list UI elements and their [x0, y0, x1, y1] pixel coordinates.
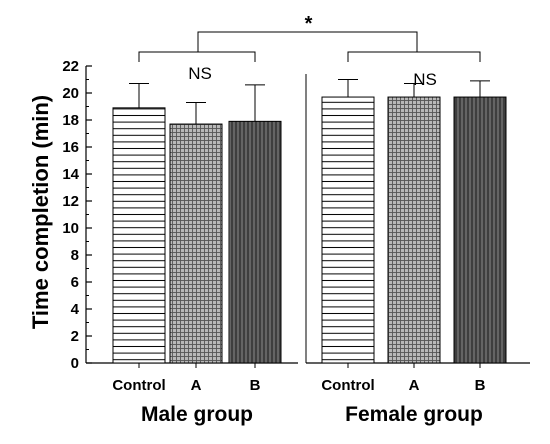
y-tick-label: 10	[62, 220, 79, 237]
y-tick-label: 12	[62, 193, 79, 210]
group-bracket	[347, 51, 481, 62]
y-tick-label: 18	[62, 112, 79, 129]
y-tick-label: 20	[62, 85, 79, 102]
y-axis: 0 2 4 6 8 10 12 14 16 18 20 22	[62, 58, 92, 372]
significance-star: *	[305, 13, 313, 35]
ns-annotation: NS	[188, 64, 212, 83]
x-tick-label: B	[250, 377, 261, 394]
x-tick-label: Control	[112, 377, 165, 394]
group-bracket	[138, 51, 256, 62]
y-axis-title: Time completion (min)	[28, 95, 53, 329]
panel-2: Control A B Female group NS	[305, 70, 530, 426]
group-label: Male group	[141, 403, 253, 426]
significance-brackets: *	[138, 13, 481, 62]
x-tick-label: A	[409, 377, 420, 394]
y-tick-label: 8	[71, 247, 79, 264]
x-tick-label: Control	[321, 377, 374, 394]
y-tick-label: 0	[71, 355, 79, 372]
group-label: Female group	[345, 403, 483, 426]
y-tick-label: 16	[62, 139, 79, 156]
x-tick-label: B	[475, 377, 486, 394]
between-groups-bracket	[197, 31, 418, 52]
bar-male-group-control	[112, 107, 166, 364]
y-tick-label: 4	[71, 301, 80, 318]
panels: Control A B Male group NS Control A B Female gro…	[86, 64, 530, 426]
bar-female-group-control	[321, 96, 375, 364]
bar-female-group-b	[453, 96, 507, 364]
y-tick-label: 22	[62, 58, 79, 75]
bar-male-group-b	[228, 120, 282, 364]
bar-male-group-a	[169, 123, 223, 364]
y-tick-label: 6	[71, 274, 79, 291]
panel-1: Control A B Male group NS	[86, 64, 298, 426]
bar-female-group-a	[387, 96, 441, 364]
ns-annotation: NS	[413, 70, 437, 89]
y-tick-label: 2	[71, 328, 79, 345]
x-tick-label: A	[191, 377, 202, 394]
y-tick-label: 14	[62, 166, 79, 183]
